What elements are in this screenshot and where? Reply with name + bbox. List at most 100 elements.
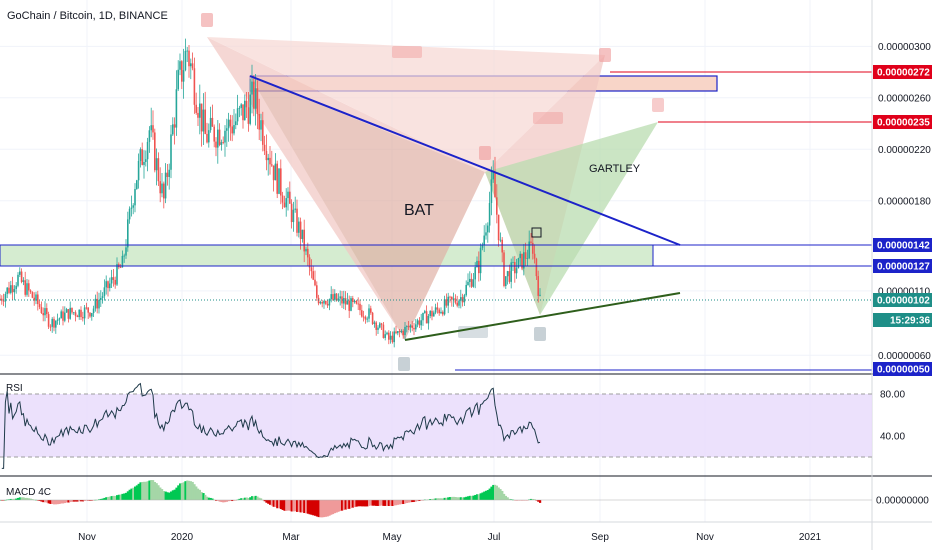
macd-bar xyxy=(355,500,358,507)
candle-body xyxy=(274,163,277,181)
svg-text:0.00000235: 0.00000235 xyxy=(877,118,930,129)
candle-body xyxy=(191,63,194,69)
candle-body xyxy=(161,183,163,194)
candle-body xyxy=(262,120,264,145)
candle-body xyxy=(400,330,403,332)
macd-bar xyxy=(146,481,149,500)
macd-bar xyxy=(197,488,200,500)
macd-bar xyxy=(366,500,369,507)
candle-body xyxy=(289,191,291,204)
candle-body xyxy=(1,298,3,301)
candle-body xyxy=(368,308,370,319)
macd-bar xyxy=(125,492,128,500)
candle-body xyxy=(29,290,32,293)
candle-body xyxy=(373,322,376,324)
time-tick-label: Jul xyxy=(488,532,501,543)
macd-bar xyxy=(134,486,137,500)
candle-body xyxy=(305,248,307,252)
macd-bar xyxy=(391,500,394,506)
candle-body xyxy=(479,247,482,274)
macd-bar xyxy=(216,500,219,501)
macd-bar xyxy=(447,497,450,500)
candle-body xyxy=(181,61,183,82)
candle-body xyxy=(294,208,296,210)
candle-body xyxy=(186,50,188,52)
candle-body xyxy=(344,298,347,305)
macd-bar xyxy=(166,492,169,500)
candle-body xyxy=(287,191,289,199)
macd-bar xyxy=(126,491,129,500)
macd-bar xyxy=(155,483,158,500)
macd-bar xyxy=(170,491,173,500)
macd-bar xyxy=(438,498,441,500)
macd-bar xyxy=(71,500,74,502)
macd-bar xyxy=(198,489,201,500)
candle-body xyxy=(539,294,541,296)
macd-bar xyxy=(225,500,228,502)
macd-bar xyxy=(515,500,518,501)
macd-bar xyxy=(305,500,308,514)
candle-body xyxy=(245,100,248,108)
candle-body xyxy=(103,287,106,297)
candle-body xyxy=(233,125,235,134)
macd-bar xyxy=(308,500,311,515)
candle-body xyxy=(440,311,442,314)
macd-bar xyxy=(281,500,284,510)
candle-body xyxy=(24,280,26,295)
candle-body xyxy=(218,129,221,145)
candle-body xyxy=(184,50,187,71)
price-axis: 0.00000300 0.00000260 0.00000220 0.00000180… xyxy=(876,42,931,507)
candle-body xyxy=(6,287,8,294)
macd-bar xyxy=(44,500,47,503)
candle-body xyxy=(269,157,271,165)
candle-body xyxy=(434,307,437,313)
macd-bar xyxy=(270,500,273,506)
macd-bar xyxy=(49,500,52,504)
macd-bar xyxy=(26,497,29,500)
svg-text:0.00000050: 0.00000050 xyxy=(877,365,930,376)
candle-body xyxy=(125,247,127,256)
macd-bar xyxy=(114,495,117,500)
candle-body xyxy=(238,107,241,109)
macd-bar xyxy=(58,500,61,504)
candle-body xyxy=(127,219,129,248)
time-axis: Nov 2020 Mar May Jul Sep Nov 2021 xyxy=(78,532,821,543)
macd-bar xyxy=(233,500,236,501)
bat-pattern xyxy=(207,37,605,340)
candle-body xyxy=(65,309,68,313)
macd-bar xyxy=(287,500,290,511)
candle-body xyxy=(332,294,334,300)
candle-body xyxy=(240,104,242,108)
candle-body xyxy=(447,296,449,306)
macd-bar xyxy=(393,500,396,506)
macd-bar xyxy=(382,500,385,506)
candle-body xyxy=(481,245,484,248)
macd-bar xyxy=(330,500,333,515)
candle-body xyxy=(456,302,458,306)
macd-bar xyxy=(38,500,41,501)
candle-body xyxy=(98,299,100,309)
macd-bar xyxy=(112,495,115,500)
candle-body xyxy=(96,298,98,309)
macd-bar xyxy=(107,496,110,500)
candle-body xyxy=(319,302,322,304)
candle-body xyxy=(145,159,147,162)
candle-body xyxy=(472,279,475,287)
candle-body xyxy=(537,276,539,296)
candle-body xyxy=(60,311,62,319)
candle-body xyxy=(272,165,275,181)
price-tick-label: 0.00000060 xyxy=(878,351,931,362)
candle-body xyxy=(82,317,84,319)
candle-body xyxy=(397,331,399,334)
macd-bar xyxy=(215,500,218,501)
candle-body xyxy=(37,294,39,305)
price-tag: 0.00000272 xyxy=(873,65,932,79)
macd-bar xyxy=(346,500,349,509)
macd-bar xyxy=(173,489,176,500)
macd-bar xyxy=(479,493,482,500)
ascending-trendline xyxy=(404,292,681,341)
candle-body xyxy=(222,142,224,143)
candle-body xyxy=(494,172,496,198)
candle-body xyxy=(292,209,295,223)
